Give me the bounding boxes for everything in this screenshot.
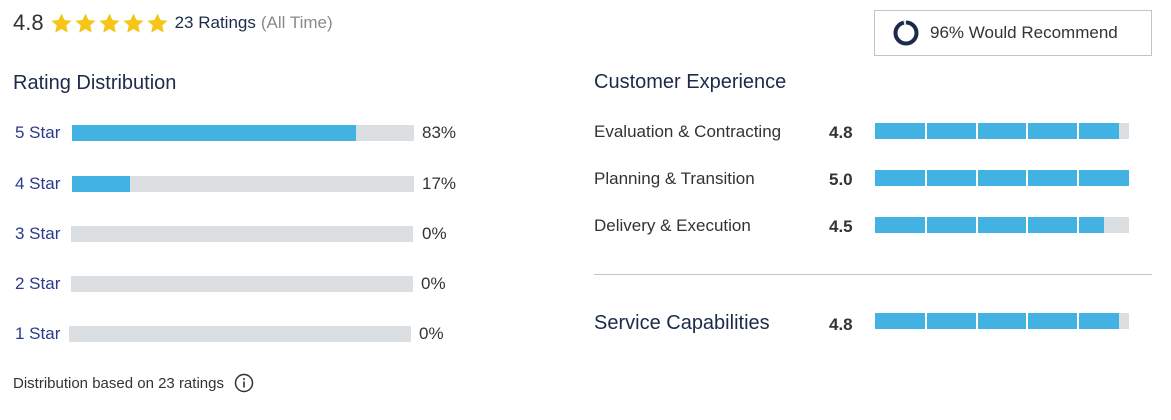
distribution-bar [71, 226, 413, 242]
ratings-period: (All Time) [260, 13, 333, 32]
score-bar-fill [875, 170, 1129, 186]
distribution-label[interactable]: 3 Star [15, 224, 61, 243]
score-bar-divider [1026, 123, 1029, 139]
distribution-percent: 17% [422, 174, 457, 193]
distribution-bar-fill [72, 125, 356, 141]
distribution-bar [71, 276, 413, 292]
distribution-footnote: Distribution based on 23 ratings [13, 373, 254, 393]
distribution-bar [69, 326, 411, 342]
score-bar-divider [975, 313, 978, 329]
cx-label: Evaluation & Contracting [594, 122, 782, 141]
score-bar-divider [1077, 170, 1080, 186]
cx-score: 4.5 [829, 217, 853, 236]
score-bar-divider [924, 217, 927, 233]
distribution-bar [72, 125, 414, 141]
score-bar-divider [975, 123, 978, 139]
star-rating [50, 12, 169, 35]
distribution-percent: 0% [419, 324, 444, 343]
overall-rating-header: 4.8 23 Ratings (All Time) [13, 8, 333, 38]
score-bar-divider [1077, 123, 1080, 139]
distribution-label[interactable]: 1 Star [15, 324, 61, 343]
star-icon [99, 12, 120, 33]
score-bar-divider [924, 123, 927, 139]
customer-experience-title: Customer Experience [594, 71, 787, 93]
score-bar-divider [924, 170, 927, 186]
score-bar-divider [975, 170, 978, 186]
distribution-bar [72, 176, 414, 192]
ratings-count: 23 Ratings [174, 13, 256, 32]
distribution-label[interactable]: 4 Star [15, 174, 61, 193]
score-bar-divider [1026, 217, 1029, 233]
overall-rating-value: 4.8 [13, 10, 44, 35]
cx-score-bar [875, 217, 1129, 233]
service-capabilities-label: Service Capabilities [594, 312, 770, 334]
recommend-label: 96% Would Recommend [930, 23, 1118, 42]
cx-score: 5.0 [829, 170, 853, 189]
star-icon [75, 12, 96, 33]
distribution-percent: 0% [422, 224, 447, 243]
distribution-percent: 83% [422, 123, 457, 142]
section-divider [594, 274, 1152, 275]
recommend-badge: 96% Would Recommend [874, 10, 1152, 56]
distribution-footnote-text: Distribution based on 23 ratings [13, 374, 224, 392]
distribution-percent: 0% [421, 274, 446, 293]
distribution-label[interactable]: 5 Star [15, 123, 61, 142]
score-bar-divider [975, 217, 978, 233]
score-bar-divider [1077, 313, 1080, 329]
star-icon [51, 12, 72, 33]
score-bar-divider [1026, 170, 1029, 186]
score-bar-divider [1026, 313, 1029, 329]
star-icon [147, 12, 168, 33]
cx-score-bar [875, 170, 1129, 186]
cx-score-bar [875, 123, 1129, 139]
service-capabilities-score: 4.8 [829, 315, 853, 334]
info-icon[interactable] [234, 373, 254, 393]
star-icon [123, 12, 144, 33]
score-bar-fill [875, 313, 1119, 329]
cx-label: Planning & Transition [594, 169, 755, 188]
distribution-bar-fill [72, 176, 131, 192]
distribution-label[interactable]: 2 Star [15, 274, 61, 293]
cx-label: Delivery & Execution [594, 216, 751, 235]
cx-score: 4.8 [829, 123, 853, 142]
score-bar-divider [924, 313, 927, 329]
rating-distribution-title: Rating Distribution [13, 72, 177, 94]
service-capabilities-bar [875, 313, 1129, 329]
score-bar-fill [875, 123, 1119, 139]
recommend-ring-icon [893, 20, 919, 46]
score-bar-fill [875, 217, 1104, 233]
score-bar-divider [1077, 217, 1080, 233]
